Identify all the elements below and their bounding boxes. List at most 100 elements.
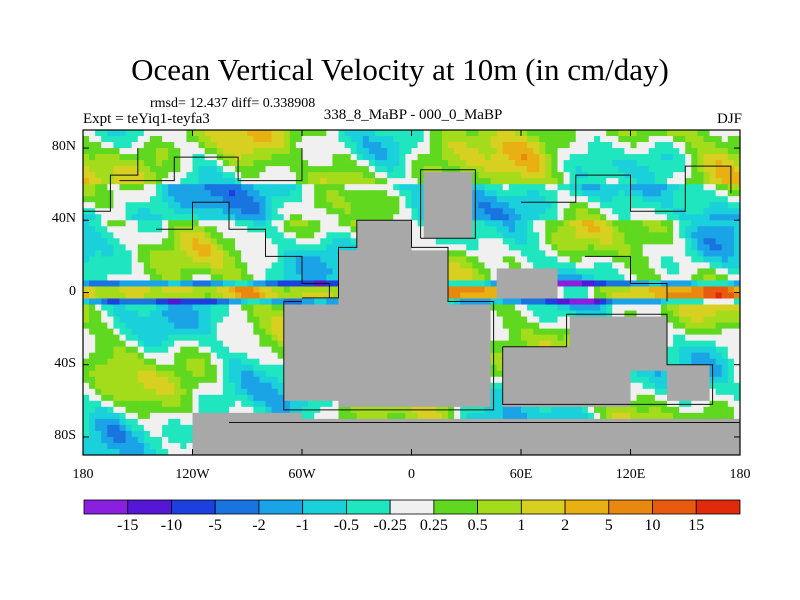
field-cell xyxy=(521,370,528,378)
field-cell xyxy=(368,208,376,215)
field-cell xyxy=(216,190,224,197)
field-cell xyxy=(393,394,400,402)
field-cell xyxy=(320,208,327,215)
field-cell xyxy=(606,166,613,173)
field-cell xyxy=(654,202,662,209)
field-cell xyxy=(156,256,163,263)
field-cell xyxy=(478,322,485,330)
field-cell xyxy=(180,328,187,336)
field-cell xyxy=(630,268,637,275)
field-cell xyxy=(466,286,473,293)
field-cell xyxy=(448,292,455,299)
field-cell xyxy=(484,178,491,185)
field-cell xyxy=(338,160,345,167)
field-cell xyxy=(429,262,437,269)
field-cell xyxy=(302,274,309,281)
field-cell xyxy=(703,382,710,390)
field-cell xyxy=(654,370,662,378)
field-cell xyxy=(539,154,546,161)
field-cell xyxy=(691,268,698,275)
field-cell xyxy=(679,184,686,191)
field-cell xyxy=(733,178,740,185)
field-cell xyxy=(521,220,528,227)
field-cell xyxy=(222,388,230,396)
field-cell xyxy=(229,214,236,221)
field-cell xyxy=(624,274,631,281)
field-cell xyxy=(137,256,145,263)
field-cell xyxy=(466,214,473,221)
field-cell xyxy=(715,304,723,311)
field-cell xyxy=(502,298,510,305)
field-cell xyxy=(89,304,96,311)
field-cell xyxy=(435,298,443,305)
field-cell xyxy=(618,382,625,390)
field-cell xyxy=(466,148,473,155)
field-cell xyxy=(381,274,388,281)
field-cell xyxy=(344,310,352,317)
field-cell xyxy=(691,280,698,287)
field-cell xyxy=(563,184,571,191)
field-cell xyxy=(502,202,510,209)
field-cell xyxy=(338,304,345,311)
field-cell xyxy=(125,214,133,221)
field-cell xyxy=(241,334,248,342)
field-cell xyxy=(709,298,717,305)
field-cell xyxy=(594,184,601,191)
field-cell xyxy=(411,400,418,408)
field-cell xyxy=(569,382,577,390)
field-cell xyxy=(259,142,266,149)
field-cell xyxy=(502,130,510,137)
field-cell xyxy=(295,268,303,275)
field-cell xyxy=(557,352,564,360)
field-cell xyxy=(186,148,193,155)
field-cell xyxy=(95,280,102,287)
field-cell xyxy=(198,304,206,311)
field-cell xyxy=(594,160,601,167)
field-cell xyxy=(569,292,577,299)
field-cell xyxy=(721,346,729,354)
field-cell xyxy=(393,226,400,233)
field-cell xyxy=(375,280,382,287)
field-cell xyxy=(660,142,668,149)
field-cell xyxy=(89,370,96,378)
field-cell xyxy=(697,196,704,203)
field-cell xyxy=(192,280,199,287)
field-cell xyxy=(332,364,339,372)
field-cell xyxy=(156,238,163,245)
field-cell xyxy=(721,202,729,209)
field-cell xyxy=(727,262,735,269)
field-cell xyxy=(685,196,692,203)
field-cell xyxy=(399,160,406,167)
field-cell xyxy=(460,310,467,317)
field-cell xyxy=(435,130,443,137)
field-cell xyxy=(119,316,126,323)
field-cell xyxy=(618,268,625,275)
field-cell xyxy=(667,142,674,149)
field-cell xyxy=(308,226,315,233)
field-cell xyxy=(557,370,564,378)
field-cell xyxy=(691,190,698,197)
field-cell xyxy=(448,196,455,203)
field-cell xyxy=(222,298,230,305)
field-cell xyxy=(715,256,723,263)
field-cell xyxy=(624,232,631,239)
field-cell xyxy=(204,370,212,378)
field-cell xyxy=(660,244,668,251)
field-cell xyxy=(545,292,552,299)
field-cell xyxy=(508,358,516,366)
field-cell xyxy=(557,346,564,354)
field-cell xyxy=(502,184,510,191)
field-cell xyxy=(271,220,279,227)
field-cell xyxy=(624,394,631,402)
field-cell xyxy=(362,382,370,390)
field-cell xyxy=(137,160,145,167)
field-cell xyxy=(283,352,291,360)
field-cell xyxy=(630,382,637,390)
field-cell xyxy=(362,370,370,378)
field-cell xyxy=(667,148,674,155)
field-cell xyxy=(113,196,120,203)
field-cell xyxy=(253,250,260,257)
field-cell xyxy=(429,232,437,239)
field-cell xyxy=(533,346,540,354)
field-cell xyxy=(423,220,431,227)
